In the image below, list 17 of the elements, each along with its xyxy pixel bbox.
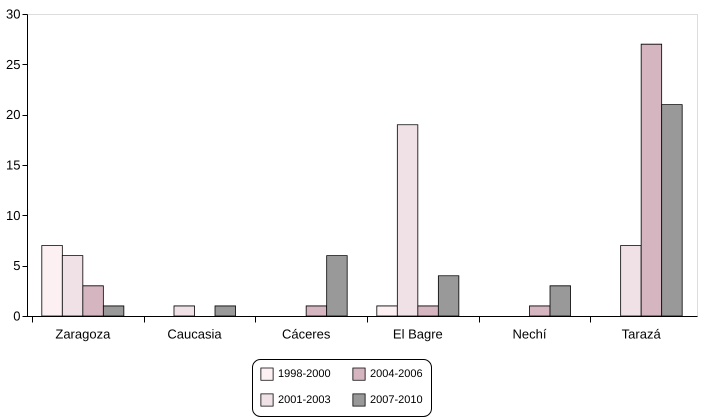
y-tick-label: 25 (6, 56, 20, 72)
y-tick-label: 30 (6, 6, 20, 22)
legend-label: 2007-2010 (370, 394, 423, 406)
y-tick-label: 10 (6, 208, 20, 223)
x-tick-label: Zaragoza (55, 326, 112, 342)
x-tick-label: El Bagre (392, 326, 443, 342)
x-tick-label: Caucasia (167, 326, 222, 342)
y-tick-label: 5 (13, 258, 20, 274)
y-tick-label: 0 (13, 308, 20, 324)
x-tick-label: Tarazá (622, 326, 662, 342)
x-tick-label: Cáceres (282, 326, 331, 342)
legend-label: 1998-2000 (278, 368, 331, 380)
y-tick-label: 20 (6, 107, 20, 122)
legend-label: 2001-2003 (278, 394, 331, 406)
x-tick-label: Nechí (512, 326, 547, 342)
y-tick-label: 15 (6, 158, 20, 172)
legend-label: 2004-2006 (370, 368, 423, 380)
